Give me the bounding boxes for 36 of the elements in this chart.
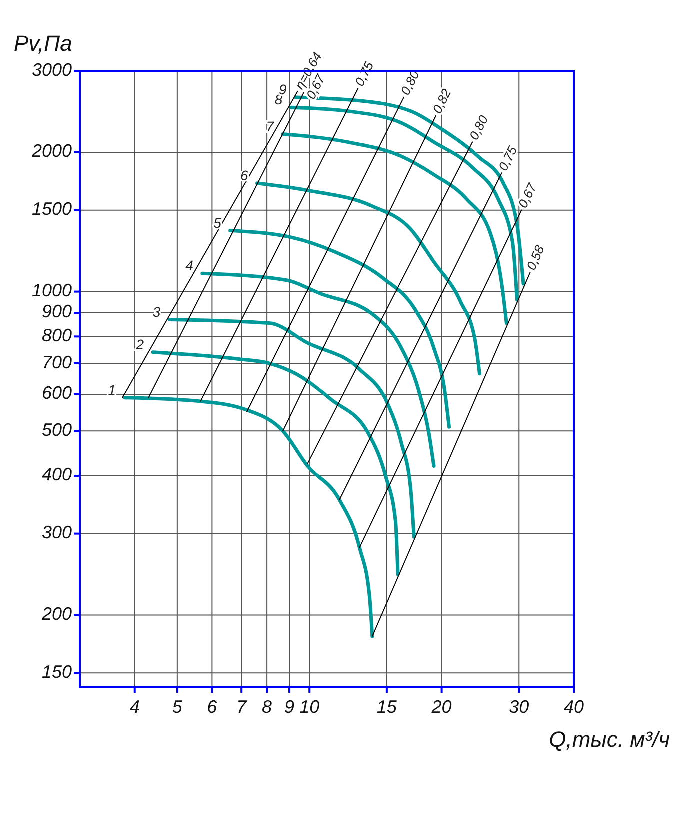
y-tick-label: 150: [42, 662, 72, 682]
series-label: 1: [108, 382, 116, 398]
y-tick-label: 2000: [30, 141, 72, 162]
x-tick-label: 5: [172, 697, 184, 717]
x-tick-label: 6: [207, 697, 218, 717]
y-axis-title: Pv,Па: [14, 31, 72, 56]
text: 0,67: [515, 180, 540, 210]
text: 0,82: [430, 86, 454, 116]
series-label: 2: [135, 336, 144, 352]
x-tick-label: 30: [509, 697, 530, 717]
text: 0,80: [466, 112, 492, 142]
x-axis-title: Q,тыс. м³/ч: [549, 727, 670, 752]
x-tick-label: 20: [430, 697, 452, 717]
y-tick-label: 500: [42, 420, 72, 440]
series-label: 7: [266, 118, 276, 134]
text: 0,58: [524, 242, 548, 272]
x-tick-label: 15: [376, 697, 398, 717]
y-tick-label: 800: [42, 325, 72, 346]
x-tick-label: 40: [564, 697, 584, 717]
x-tick-label: 7: [236, 697, 248, 717]
x-tick-label: 10: [300, 697, 320, 717]
y-tick-label: 400: [42, 464, 72, 485]
text: 0,75: [496, 143, 521, 174]
y-tick-label: 900: [42, 302, 72, 322]
x-tick-label: 9: [284, 697, 295, 717]
y-tick-label: 200: [40, 604, 72, 624]
x-tick-label: 8: [262, 697, 272, 717]
y-tick-label: 600: [42, 383, 72, 404]
series-label: 4: [186, 258, 194, 274]
y-tick-label: 700: [42, 352, 72, 372]
x-tick-label: 4: [130, 697, 140, 717]
y-tick-label: 300: [42, 522, 72, 543]
y-tick-label: 1000: [32, 280, 72, 301]
series-label: 5: [214, 214, 222, 231]
y-tick-label: 3000: [32, 60, 72, 80]
y-tick-label: 1500: [32, 199, 72, 220]
